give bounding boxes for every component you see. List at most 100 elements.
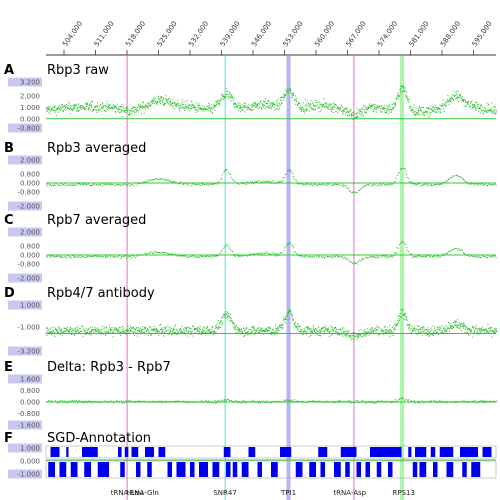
data-point <box>197 106 199 108</box>
panel-title: Delta: Rpb3 - Rpb7 <box>47 360 171 375</box>
data-point <box>471 107 473 109</box>
data-point <box>435 111 437 113</box>
data-point <box>353 335 355 337</box>
data-point <box>92 110 94 112</box>
data-point <box>456 326 458 328</box>
data-point <box>296 401 298 403</box>
gene-feature[interactable] <box>280 447 292 457</box>
gene-feature[interactable] <box>97 462 109 477</box>
gene-feature[interactable] <box>460 447 478 457</box>
data-point <box>495 327 497 329</box>
gene-feature[interactable] <box>147 462 152 477</box>
gene-feature[interactable] <box>376 462 382 477</box>
gene-feature[interactable] <box>176 462 186 477</box>
gene-feature[interactable] <box>433 462 438 477</box>
data-point <box>302 108 304 110</box>
gene-feature[interactable] <box>232 462 238 477</box>
data-point <box>425 332 427 334</box>
data-point <box>304 99 306 101</box>
gene-feature[interactable] <box>167 462 173 477</box>
y-tick-label: 1.000 <box>20 302 40 310</box>
gene-feature[interactable] <box>120 462 125 477</box>
gene-feature[interactable] <box>412 462 418 477</box>
gene-feature[interactable] <box>334 462 341 477</box>
data-point <box>187 256 189 258</box>
gene-feature[interactable] <box>118 447 122 457</box>
gene-feature[interactable] <box>482 447 492 457</box>
gene-feature[interactable] <box>248 447 256 457</box>
data-point <box>314 183 316 185</box>
data-point <box>54 256 56 258</box>
data-point <box>51 184 53 186</box>
gene-feature[interactable] <box>295 462 303 477</box>
data-point <box>152 400 154 402</box>
data-point <box>217 181 219 183</box>
data-point <box>204 106 206 108</box>
gene-feature[interactable] <box>66 447 69 457</box>
gene-feature[interactable] <box>136 462 141 477</box>
gene-feature[interactable] <box>370 447 402 457</box>
data-point <box>357 111 359 113</box>
data-point <box>218 102 220 104</box>
gene-feature[interactable] <box>318 447 328 457</box>
data-point <box>404 88 406 90</box>
gene-feature[interactable] <box>212 462 220 477</box>
gene-feature[interactable] <box>84 462 91 477</box>
gene-feature[interactable] <box>124 447 129 457</box>
data-point <box>197 110 199 112</box>
data-point <box>263 100 265 102</box>
gene-feature[interactable] <box>145 447 154 457</box>
gene-feature[interactable] <box>48 462 55 477</box>
data-point <box>97 329 99 331</box>
gene-feature[interactable] <box>471 462 481 477</box>
gene-feature[interactable] <box>271 462 278 477</box>
data-point <box>397 323 399 325</box>
gene-feature[interactable] <box>50 447 60 457</box>
gene-feature[interactable] <box>439 447 454 457</box>
data-point <box>335 328 337 330</box>
gene-feature[interactable] <box>241 462 249 477</box>
gene-feature[interactable] <box>199 462 208 477</box>
gene-feature[interactable] <box>462 462 467 477</box>
gene-feature[interactable] <box>70 462 78 477</box>
data-point <box>444 331 446 333</box>
gene-feature[interactable] <box>345 462 350 477</box>
data-point <box>125 112 127 114</box>
data-point <box>227 398 229 400</box>
data-point <box>404 90 406 92</box>
gene-feature[interactable] <box>320 462 326 477</box>
gene-feature[interactable] <box>309 462 316 477</box>
gene-feature[interactable] <box>388 462 393 477</box>
gene-feature[interactable] <box>59 462 67 477</box>
gene-feature[interactable] <box>419 462 427 477</box>
gene-feature[interactable] <box>226 462 231 477</box>
data-point <box>101 102 103 104</box>
gene-feature[interactable] <box>446 462 454 477</box>
gene-feature[interactable] <box>415 447 427 457</box>
gene-feature[interactable] <box>365 462 371 477</box>
data-point <box>112 329 114 331</box>
data-point <box>448 322 450 324</box>
data-point <box>483 400 485 402</box>
gene-feature[interactable] <box>82 447 98 457</box>
data-point <box>376 255 378 257</box>
gene-feature[interactable] <box>356 462 362 477</box>
data-point <box>337 183 339 185</box>
data-point <box>304 329 306 331</box>
data-point <box>338 328 340 330</box>
gene-feature[interactable] <box>430 447 436 457</box>
gene-feature[interactable] <box>131 447 139 457</box>
data-point <box>73 330 75 332</box>
data-point <box>331 109 333 111</box>
gene-feature[interactable] <box>340 447 357 457</box>
data-point <box>426 327 428 329</box>
data-point <box>121 109 123 111</box>
gene-feature[interactable] <box>408 447 412 457</box>
gene-feature[interactable] <box>190 462 195 477</box>
gene-feature[interactable] <box>158 447 166 457</box>
data-point <box>191 183 193 185</box>
data-point <box>291 400 293 402</box>
gene-feature[interactable] <box>223 447 231 457</box>
gene-feature[interactable] <box>257 462 263 477</box>
data-point <box>400 316 402 318</box>
